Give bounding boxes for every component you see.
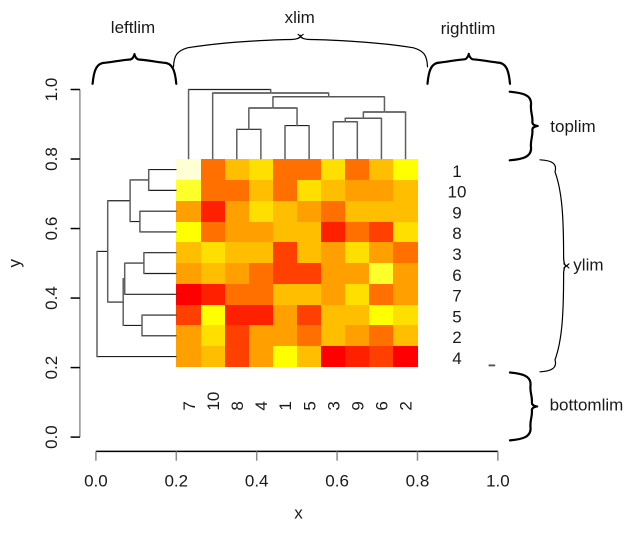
svg-text:4: 4 (252, 401, 271, 410)
svg-text:ylim: ylim (573, 255, 603, 274)
svg-text:2: 2 (397, 401, 416, 410)
svg-text:3: 3 (452, 245, 461, 264)
svg-text:toplim: toplim (550, 117, 595, 136)
svg-text:0.0: 0.0 (42, 425, 61, 449)
svg-text:5: 5 (452, 307, 461, 326)
svg-text:7: 7 (452, 287, 461, 306)
svg-text:5: 5 (300, 401, 319, 410)
svg-text:1.0: 1.0 (42, 78, 61, 102)
svg-text:7: 7 (180, 401, 199, 410)
svg-text:10: 10 (448, 183, 467, 202)
svg-text:xlim: xlim (285, 8, 315, 27)
svg-text:4: 4 (452, 349, 461, 368)
svg-text:0.0: 0.0 (84, 472, 108, 491)
svg-text:6: 6 (452, 266, 461, 285)
svg-text:0.4: 0.4 (42, 286, 61, 310)
svg-text:1: 1 (452, 162, 461, 181)
svg-text:0.6: 0.6 (42, 217, 61, 241)
svg-text:1.0: 1.0 (486, 472, 510, 491)
svg-text:leftlim: leftlim (111, 18, 155, 37)
svg-text:9: 9 (452, 203, 461, 222)
svg-text:0.8: 0.8 (42, 147, 61, 171)
svg-text:8: 8 (452, 224, 461, 243)
svg-text:0.6: 0.6 (325, 472, 349, 491)
svg-text:8: 8 (228, 401, 247, 410)
svg-text:0.8: 0.8 (406, 472, 430, 491)
svg-text:3: 3 (324, 401, 343, 410)
svg-text:1: 1 (276, 401, 295, 410)
svg-text:0.2: 0.2 (42, 356, 61, 380)
svg-text:x: x (294, 504, 303, 523)
svg-text:2: 2 (452, 328, 461, 347)
svg-text:rightlim: rightlim (441, 19, 496, 38)
svg-text:y: y (5, 259, 24, 268)
svg-text:0.2: 0.2 (164, 472, 188, 491)
svg-text:0.4: 0.4 (245, 472, 269, 491)
svg-text:9: 9 (349, 401, 368, 410)
svg-text:6: 6 (373, 401, 392, 410)
svg-text:10: 10 (204, 392, 223, 411)
svg-text:bottomlim: bottomlim (550, 395, 624, 414)
